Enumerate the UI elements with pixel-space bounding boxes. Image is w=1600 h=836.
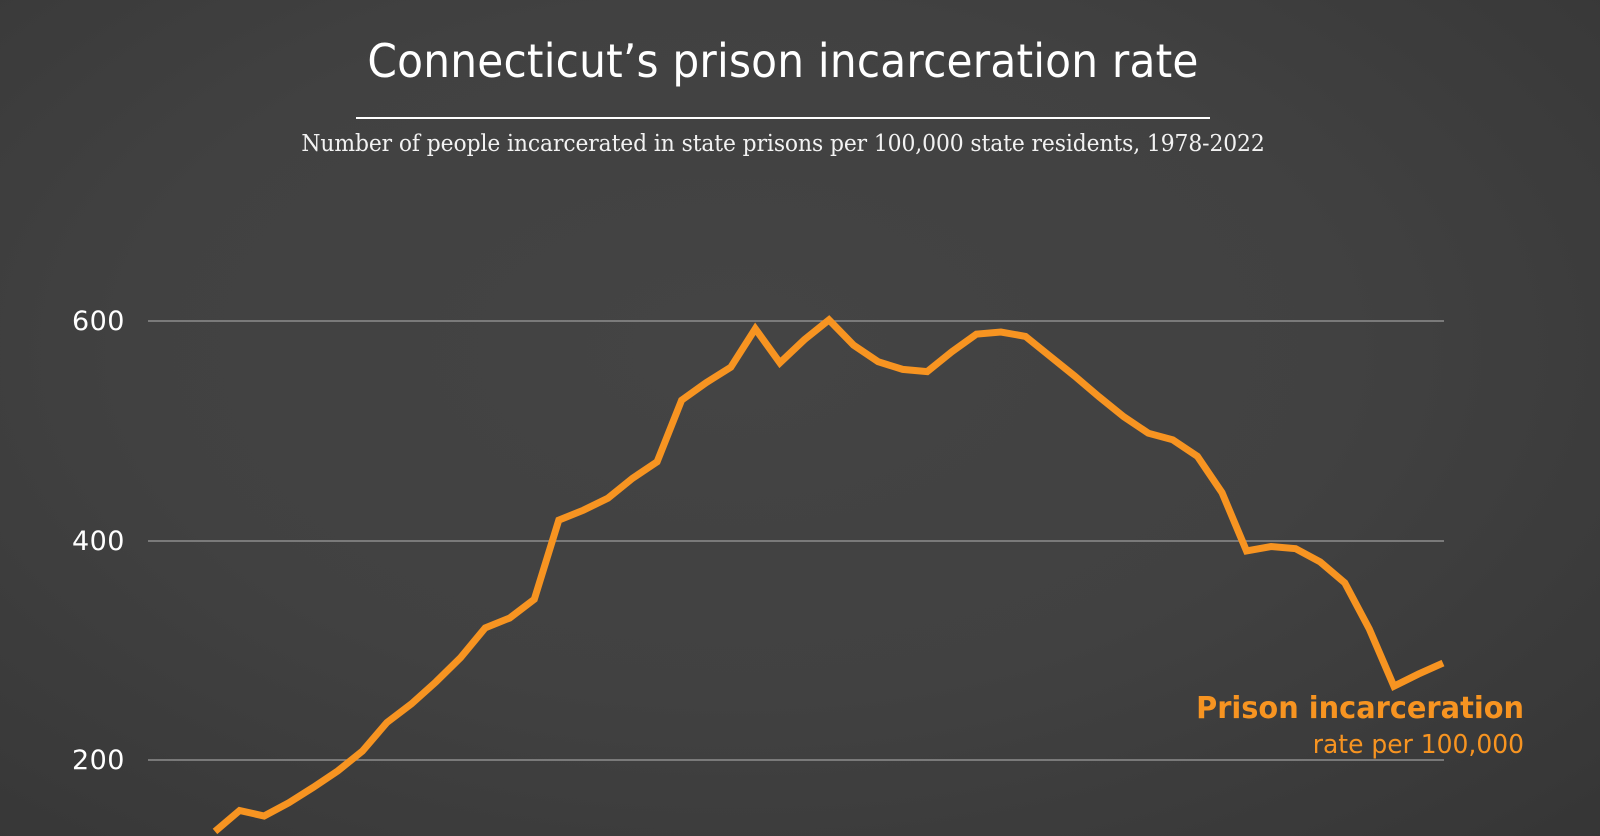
chart-legend: Prison incarceration rate per 100,000	[1064, 690, 1524, 762]
page-subtitle: Number of people incarcerated in state p…	[301, 131, 1265, 157]
legend-label-secondary: rate per 100,000	[1312, 730, 1524, 760]
y-axis-tick-200: 200	[71, 745, 125, 776]
legend-label-primary: Prison incarceration	[1196, 691, 1524, 726]
gridlines	[148, 320, 1444, 761]
page-title: Connecticut’s prison incarceration rate	[367, 34, 1199, 88]
title-divider	[356, 117, 1210, 119]
y-axis-tick-400: 400	[71, 526, 125, 557]
series-prison-rate	[212, 315, 1445, 835]
y-axis-tick-600: 600	[71, 306, 125, 337]
